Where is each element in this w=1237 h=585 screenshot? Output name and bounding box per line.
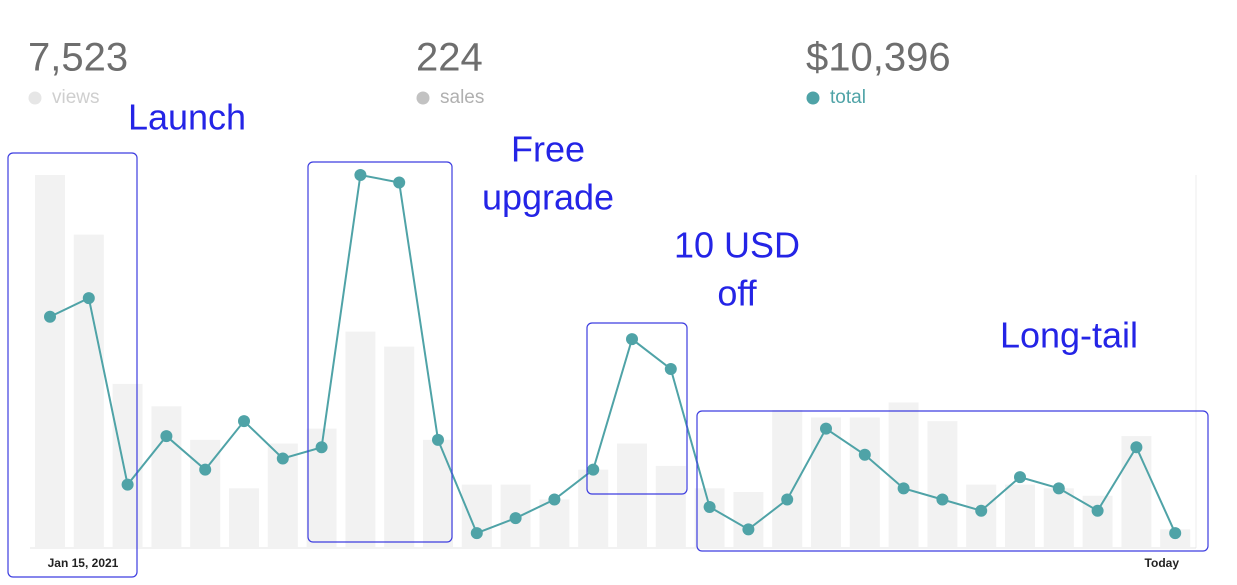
bar bbox=[539, 499, 570, 548]
point bbox=[199, 463, 212, 476]
point bbox=[742, 523, 755, 536]
stat-value: $10,396 bbox=[806, 36, 951, 80]
annotation-label: Long-tail bbox=[1000, 315, 1138, 356]
point bbox=[1169, 527, 1182, 540]
bar bbox=[151, 406, 182, 548]
point bbox=[664, 362, 677, 375]
x-tick-label: Jan 15, 2021 bbox=[48, 556, 119, 570]
bar bbox=[578, 469, 609, 548]
bar bbox=[35, 175, 65, 548]
annotation-label: off bbox=[717, 273, 757, 314]
point bbox=[1091, 504, 1104, 517]
annotation-box bbox=[7, 152, 138, 578]
point bbox=[936, 493, 949, 506]
point bbox=[548, 493, 561, 506]
annotation-box bbox=[307, 161, 453, 543]
annotation-box bbox=[586, 322, 688, 495]
bar bbox=[229, 488, 259, 548]
bar bbox=[811, 417, 841, 548]
point bbox=[315, 441, 328, 454]
bar bbox=[772, 409, 803, 548]
bar bbox=[345, 331, 376, 548]
bar bbox=[1043, 488, 1074, 548]
bar bbox=[384, 346, 415, 548]
point bbox=[587, 463, 600, 476]
point bbox=[1052, 482, 1065, 495]
bar bbox=[655, 465, 686, 548]
point bbox=[393, 176, 406, 189]
point bbox=[897, 482, 910, 495]
annotation-label: Free bbox=[511, 129, 585, 170]
legend-dot bbox=[806, 91, 820, 105]
point bbox=[858, 448, 871, 461]
bar bbox=[927, 421, 958, 548]
point bbox=[44, 310, 56, 323]
point bbox=[432, 433, 444, 446]
point bbox=[781, 493, 794, 506]
point bbox=[626, 333, 638, 346]
annotation-label: upgrade bbox=[482, 177, 614, 218]
x-tick-label: Today bbox=[1145, 556, 1180, 570]
bar bbox=[617, 443, 647, 548]
legend-label: total bbox=[830, 87, 866, 108]
point bbox=[509, 512, 522, 525]
point bbox=[121, 478, 134, 491]
point bbox=[703, 500, 716, 513]
line bbox=[49, 173, 1177, 535]
point bbox=[975, 504, 988, 517]
point bbox=[1014, 471, 1026, 484]
legend-dot bbox=[28, 91, 42, 105]
point bbox=[276, 452, 289, 465]
stat-value: 7,523 bbox=[28, 36, 128, 80]
bar bbox=[849, 417, 880, 548]
bar bbox=[1005, 484, 1035, 548]
annotation-label: 10 USD bbox=[674, 225, 800, 266]
point bbox=[1130, 441, 1143, 454]
bar bbox=[73, 234, 104, 548]
legend-dot bbox=[416, 91, 430, 105]
bar bbox=[112, 383, 143, 548]
point bbox=[238, 415, 250, 428]
annotation-label: Launch bbox=[128, 97, 246, 138]
bar bbox=[733, 492, 764, 548]
point bbox=[82, 292, 95, 305]
bar bbox=[423, 439, 453, 548]
point bbox=[470, 527, 483, 540]
point bbox=[820, 422, 832, 435]
stat-value: 224 bbox=[416, 36, 483, 80]
bar bbox=[694, 488, 725, 548]
point bbox=[160, 430, 173, 443]
bar bbox=[888, 402, 919, 548]
annotation-box bbox=[696, 410, 1209, 552]
point bbox=[354, 169, 367, 181]
legend-label: views bbox=[52, 87, 100, 108]
bar bbox=[1121, 436, 1152, 548]
legend-label: sales bbox=[440, 87, 484, 108]
